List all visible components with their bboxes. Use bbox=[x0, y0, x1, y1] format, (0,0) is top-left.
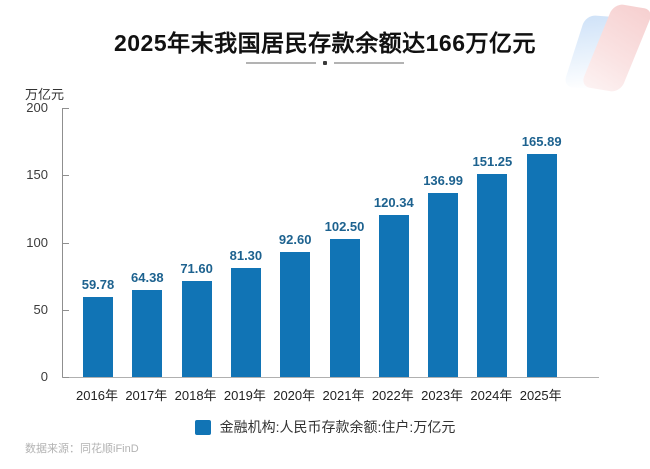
bar-2017年 bbox=[132, 290, 163, 377]
legend: 金融机构:人民币存款余额:住户:万亿元 bbox=[0, 417, 650, 437]
x-axis-label: 2020年 bbox=[273, 388, 316, 403]
bar-value-label: 92.60 bbox=[278, 232, 312, 248]
bar-2021年 bbox=[329, 239, 360, 377]
x-axis-label: 2019年 bbox=[223, 388, 266, 403]
y-axis-tick-label: 0 bbox=[40, 369, 48, 384]
divider-line-right bbox=[334, 62, 404, 64]
bar-2022年 bbox=[378, 215, 409, 377]
bar-value-label: 59.78 bbox=[81, 276, 115, 292]
bar-value-label: 81.30 bbox=[229, 247, 263, 263]
y-axis-tick-mark bbox=[63, 108, 69, 109]
divider-dot bbox=[323, 61, 327, 65]
bar-value-label: 102.50 bbox=[324, 219, 365, 235]
legend-swatch bbox=[194, 419, 211, 435]
plot-area: 59.78 64.38 71.60 81.30 92.60 102.50 120.34 136… bbox=[62, 108, 599, 378]
y-axis-tick-label: 200 bbox=[26, 100, 48, 115]
bar-2025年 bbox=[526, 153, 557, 377]
x-axis-label: 2021年 bbox=[322, 388, 365, 403]
divider-line-left bbox=[246, 62, 316, 64]
x-axis-label: 2017年 bbox=[125, 388, 168, 403]
y-axis-tick-label: 150 bbox=[26, 167, 48, 183]
x-axis-label: 2022年 bbox=[371, 388, 414, 403]
bar-2018年 bbox=[181, 280, 212, 377]
bar-value-label: 136.99 bbox=[423, 172, 463, 188]
bar-2020年 bbox=[280, 252, 311, 377]
x-axis-label: 2024年 bbox=[470, 388, 513, 403]
bar-value-label: 64.38 bbox=[131, 270, 164, 286]
chart-title: 2025年末我国居民存款余额达166万亿元 bbox=[113, 30, 537, 56]
bar-2019年 bbox=[230, 267, 261, 377]
bar-2023年 bbox=[428, 192, 459, 377]
bar-2024年 bbox=[477, 173, 508, 377]
bar-value-label: 71.60 bbox=[180, 260, 213, 276]
bar-value-label: 120.34 bbox=[373, 195, 414, 211]
y-axis-unit-label: 万亿元 bbox=[25, 87, 65, 102]
y-axis-tick-label: 100 bbox=[26, 234, 48, 250]
y-axis-tick-mark bbox=[63, 377, 69, 378]
x-axis-label: 2016年 bbox=[76, 388, 118, 403]
bar-chart: 59.78 64.38 71.60 81.30 92.60 102.50 120.34 136… bbox=[0, 100, 650, 418]
x-axis-label: 2025年 bbox=[519, 388, 562, 403]
title-divider bbox=[0, 60, 650, 66]
y-axis-tick-mark bbox=[63, 309, 69, 311]
y-axis-tick-label: 50 bbox=[33, 301, 48, 317]
bar-value-label: 165.89 bbox=[521, 133, 562, 149]
data-source: 数据来源：同花顺iFinD bbox=[25, 443, 139, 455]
x-axis-label: 2018年 bbox=[174, 388, 217, 403]
bar-value-label: 151.25 bbox=[472, 153, 513, 169]
legend-label: 金融机构:人民币存款余额:住户:万亿元 bbox=[219, 419, 456, 435]
bar-2016年 bbox=[83, 296, 113, 377]
y-axis-tick-mark bbox=[63, 242, 69, 244]
y-axis-tick-mark bbox=[63, 175, 69, 177]
x-axis-label: 2023年 bbox=[421, 388, 464, 403]
